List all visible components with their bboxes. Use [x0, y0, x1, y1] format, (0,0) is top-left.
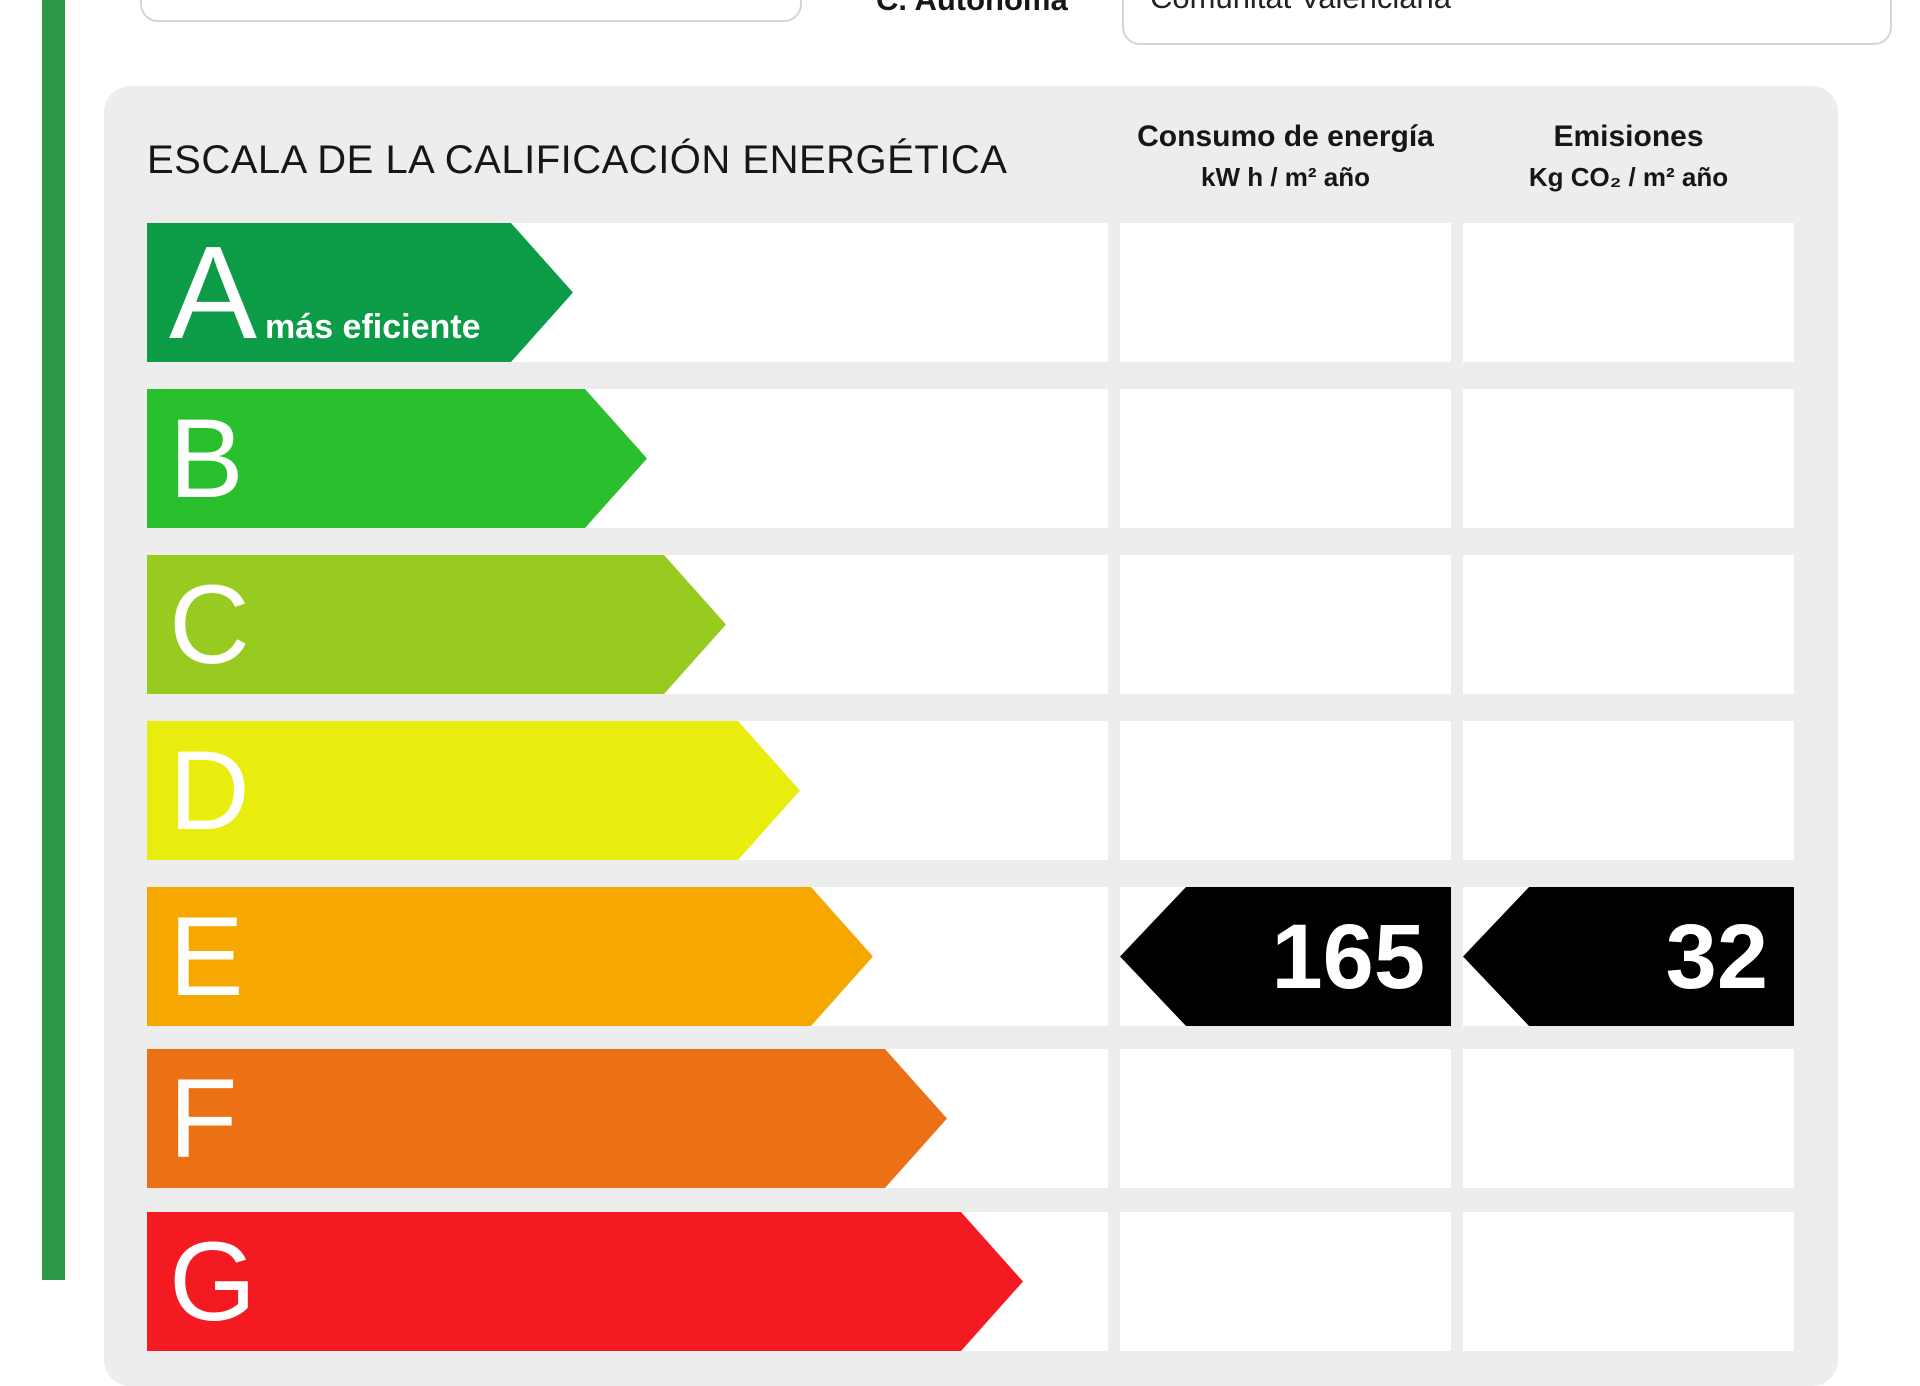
rating-arrow: A más eficiente: [147, 223, 573, 362]
consumo-cell: [1120, 223, 1451, 362]
consumo-header-units: kW h / m² año: [1201, 162, 1370, 192]
emisiones-header-units: Kg CO₂ / m² año: [1528, 162, 1729, 192]
emisiones-cell: [1463, 555, 1794, 694]
rating-letter-wrap: E: [147, 901, 244, 1013]
consumo-cell: [1120, 555, 1451, 694]
rating-letter: C: [169, 561, 250, 687]
scale-row-d: D: [104, 721, 1838, 860]
scale-row-g: G: [104, 1212, 1838, 1351]
autonoma-label: C. Autonoma: [876, 0, 1068, 18]
consumo-header-text: Consumo de energía: [1137, 120, 1434, 153]
autonoma-value: Comunitat Valenciana: [1150, 0, 1451, 16]
rating-arrow: D: [147, 721, 800, 860]
most-efficient-label: más eficiente: [265, 307, 481, 346]
rating-letter-wrap: B: [147, 403, 244, 515]
emisiones-value: 32: [1665, 905, 1768, 1008]
emisiones-cell: [1463, 389, 1794, 528]
consumo-cell: 165: [1120, 887, 1451, 1026]
energy-certificate-page: C. Autonoma Comunitat Valenciana ESCALA …: [42, 0, 1892, 1386]
scale-title: ESCALA DE LA CALIFICACIÓN ENERGÉTICA: [147, 138, 1008, 182]
rating-arrow: G: [147, 1212, 1023, 1351]
rating-letter: A: [169, 218, 258, 366]
emisiones-cell: [1463, 1212, 1794, 1351]
energy-scale-panel: ESCALA DE LA CALIFICACIÓN ENERGÉTICA Con…: [104, 86, 1838, 1386]
rating-letter-wrap: C: [147, 569, 250, 681]
autonoma-field[interactable]: [1122, 0, 1892, 45]
scale-row-a: A más eficiente: [104, 223, 1838, 362]
rating-arrow: B: [147, 389, 647, 528]
emisiones-cell: 32: [1463, 887, 1794, 1026]
consumo-cell: [1120, 1049, 1451, 1188]
emisiones-column-header: Emisiones Kg CO₂ / m² año: [1463, 120, 1794, 192]
emisiones-value-arrow: 32: [1463, 887, 1794, 1026]
rating-letter-wrap: G: [147, 1226, 256, 1338]
emisiones-cell: [1463, 721, 1794, 860]
rating-letter: G: [169, 1218, 257, 1344]
rating-letter: B: [169, 395, 244, 521]
scale-row-f: F: [104, 1049, 1838, 1188]
emisiones-header-text: Emisiones: [1553, 120, 1704, 153]
consumo-column-header: Consumo de energía kW h / m² año: [1120, 120, 1451, 192]
consumo-cell: [1120, 389, 1451, 528]
consumo-cell: [1120, 721, 1451, 860]
rating-letter: D: [169, 727, 250, 853]
consumo-value-arrow: 165: [1120, 887, 1451, 1026]
scale-row-c: C: [104, 555, 1838, 694]
rating-letter: E: [169, 893, 244, 1019]
consumo-cell: [1120, 1212, 1451, 1351]
rating-letter: F: [169, 1055, 238, 1181]
emisiones-cell: [1463, 1049, 1794, 1188]
rating-arrow: E: [147, 887, 873, 1026]
rating-letter-wrap: F: [147, 1063, 237, 1175]
consumo-value: 165: [1271, 905, 1426, 1008]
rating-arrow: F: [147, 1049, 947, 1188]
certificate-frame-stripe: [42, 0, 65, 1280]
rating-letter-wrap: D: [147, 735, 250, 847]
rating-letter-wrap: A más eficiente: [147, 227, 481, 359]
rating-arrow: C: [147, 555, 726, 694]
form-field-left[interactable]: [140, 0, 802, 22]
scale-row-e: 165 32 E: [104, 887, 1838, 1026]
scale-row-b: B: [104, 389, 1838, 528]
emisiones-cell: [1463, 223, 1794, 362]
